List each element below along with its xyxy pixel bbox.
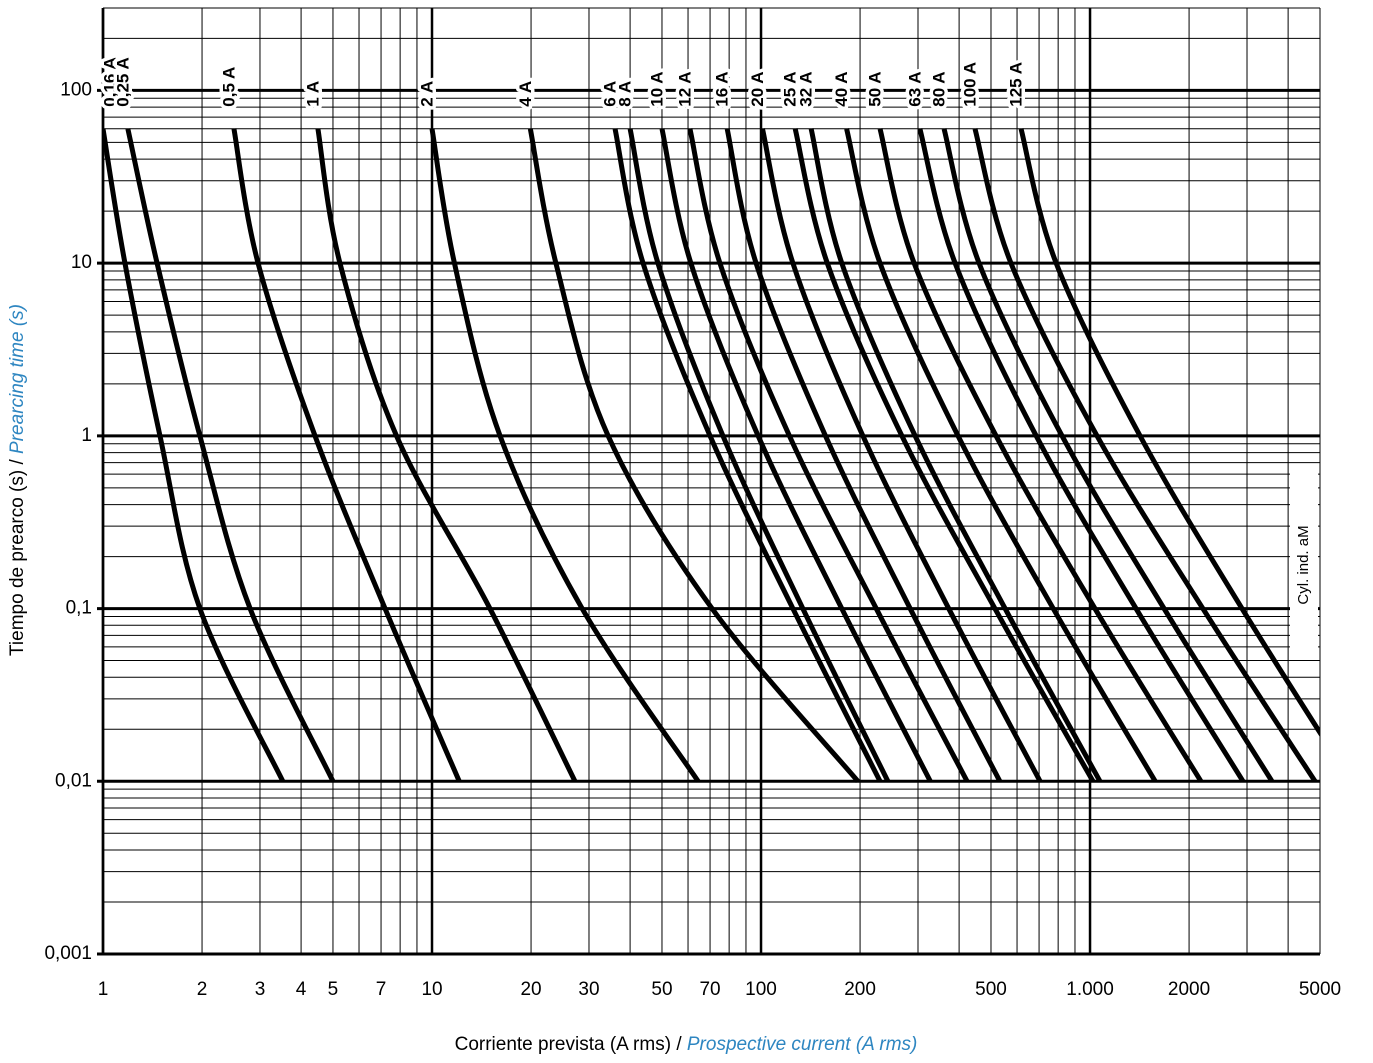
legend-label: 16 A [713,71,732,106]
annotation: Cyl. ind. aM [1295,525,1312,604]
y-tick-label: 0,01 [55,770,92,791]
y-label-en: Prearcing time (s) [7,304,28,454]
y-label-es: Tiempo de prearco (s) / [7,454,28,656]
legend-label: 0,16 A [100,57,119,106]
x-tick-label: 20 [520,979,541,1000]
legend-label: 10 A [647,71,666,106]
fuse-curve [612,128,883,783]
legend-label: 2 A [417,81,436,107]
legend-label: 40 A [832,71,851,106]
x-tick-label: 1.000 [1066,979,1114,1000]
x-tick-label: 200 [844,979,876,1000]
fuse-curve [724,128,1003,783]
fuse-curve [125,128,336,783]
x-tick-label: 30 [578,979,599,1000]
x-tick-label: 50 [651,979,672,1000]
legend-label: 100 A [960,62,979,107]
y-tick-label: 1 [81,425,92,446]
curve-labels: 0,16 A0,25 A 0,5 A 1 A 2 A 4 A 6 A8 A 10 A 12 A… [97,54,1029,110]
x-label-en: Prospective current (A rms) [687,1034,918,1055]
fuse-curve [808,128,1103,783]
x-tick-label: 70 [699,979,720,1000]
fuse-curve [760,128,1043,783]
fuse-curve [1018,128,1320,738]
x-tick-label: 2 [197,979,208,1000]
x-tick-label: 500 [975,979,1007,1000]
y-tick-label: 10 [71,252,92,273]
legend-label: 4 A [516,81,535,107]
legend-label: 1 A [303,81,322,107]
fuse-curve [687,128,970,783]
legend-label: 125 A [1007,62,1026,107]
x-tick-label: 7 [376,979,387,1000]
x-tick-label: 2000 [1168,979,1210,1000]
y-tick-label: 0,001 [44,943,92,964]
fuse-curve [627,128,891,783]
grid [97,7,1321,956]
legend-label: 8 A [616,81,635,107]
x-label-es: Corriente prevista (A rms) / [455,1034,687,1055]
legend-label: 63 A [905,71,924,106]
x-tick-label: 3 [255,979,266,1000]
x-tick-label: 5000 [1299,979,1341,1000]
legend-label: 25 A [781,71,800,106]
fuse-curve [917,128,1246,783]
fuse-curve [429,128,701,783]
fuse-curve [103,128,286,783]
y-tick-label: 100 [60,79,92,100]
fuse-curve [877,128,1204,783]
x-tick-label: 10 [421,979,442,1000]
fuse-curve [792,128,1096,783]
legend-label: 6 A [601,81,620,107]
curves [103,128,1320,783]
x-tick-label: 5 [328,979,339,1000]
fuse-curve [231,128,462,783]
x-axis-label: Corriente prevista (A rms) / Prospective… [455,1034,918,1055]
fuse-curve [941,128,1275,783]
fuse-curve [659,128,933,783]
annotation-box [1290,470,1318,660]
legend-label: 0,25 A [113,57,132,106]
fuse-curve [844,128,1158,783]
x-tick-label: 4 [296,979,307,1000]
x-tick-label: 100 [745,979,777,1000]
fuse-curve [527,128,860,783]
y-axis-label: Tiempo de prearco (s) / Prearcing time (… [7,304,28,656]
legend-label: 32 A [797,71,816,106]
y-tick-label: 0,1 [66,598,92,619]
legend-label: 12 A [675,71,694,106]
legend-label: 0,5 A [219,67,238,107]
x-tick-label: 1 [98,979,109,1000]
legend-label: 80 A [930,71,949,106]
legend-label: 20 A [748,71,767,106]
legend-label: 50 A [866,71,885,106]
fuse-curve [972,128,1318,783]
fuse-curve [315,128,578,783]
